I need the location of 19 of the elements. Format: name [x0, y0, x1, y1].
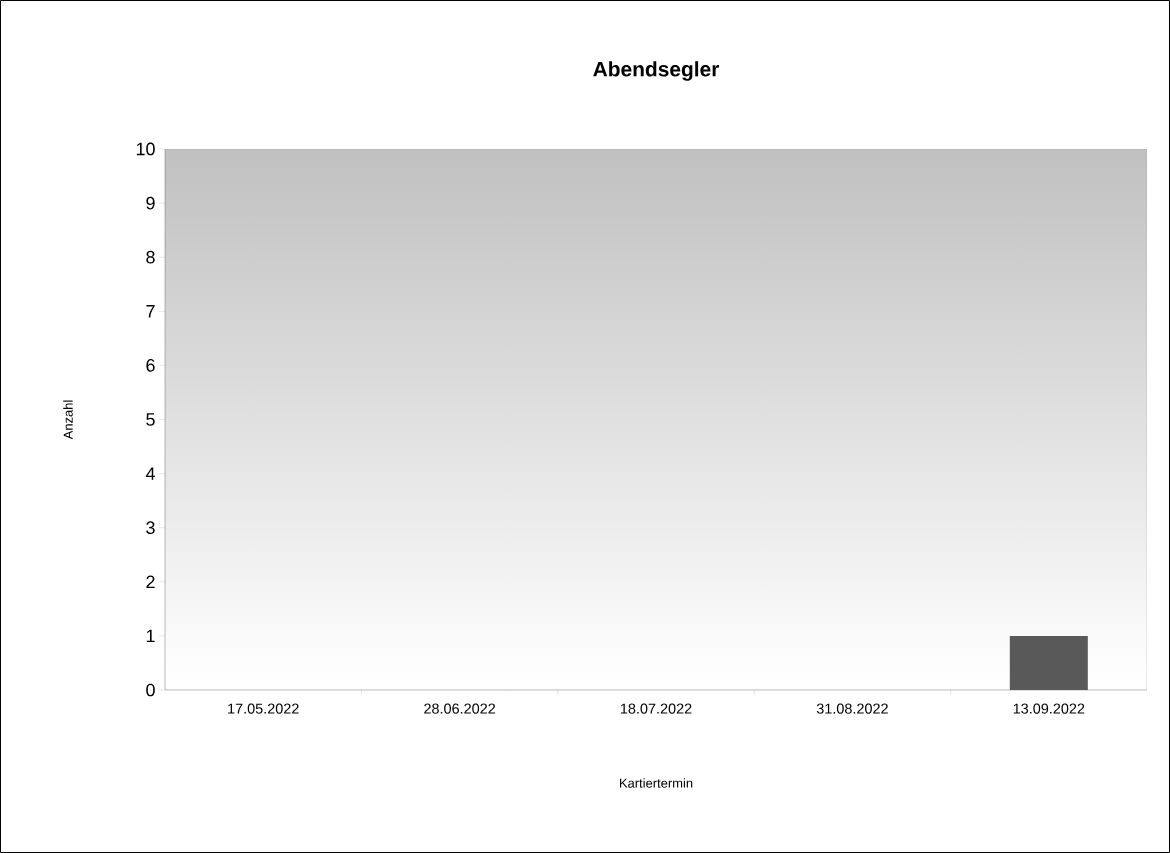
x-tick-label: 17.05.2022	[228, 703, 299, 714]
x-tick-label: 31.08.2022	[816, 703, 888, 714]
y-tick-label: 5	[146, 413, 155, 426]
y-tick-label: 3	[146, 521, 155, 535]
y-tick-label: 4	[145, 467, 155, 480]
x-tick-label: 13.09.2022	[1013, 703, 1085, 714]
y-axis-title: Anzahl	[63, 400, 73, 440]
y-tick-label: 9	[146, 196, 155, 210]
y-tick-label: 8	[146, 250, 155, 264]
x-tick-label: 28.06.2022	[424, 703, 496, 714]
chart-title: Abendsegler	[593, 61, 720, 81]
x-tick-label: 18.07.2022	[620, 703, 692, 714]
y-tick-label: 0	[146, 683, 155, 697]
y-tick-label: 7	[146, 305, 155, 318]
y-tick-label: 1	[146, 629, 155, 643]
x-axis-title: Kartiertermin	[620, 778, 693, 788]
y-tick-label: 10	[136, 142, 155, 156]
y-tick-label: 6	[146, 359, 155, 372]
y-tick-label: 2	[146, 575, 155, 589]
